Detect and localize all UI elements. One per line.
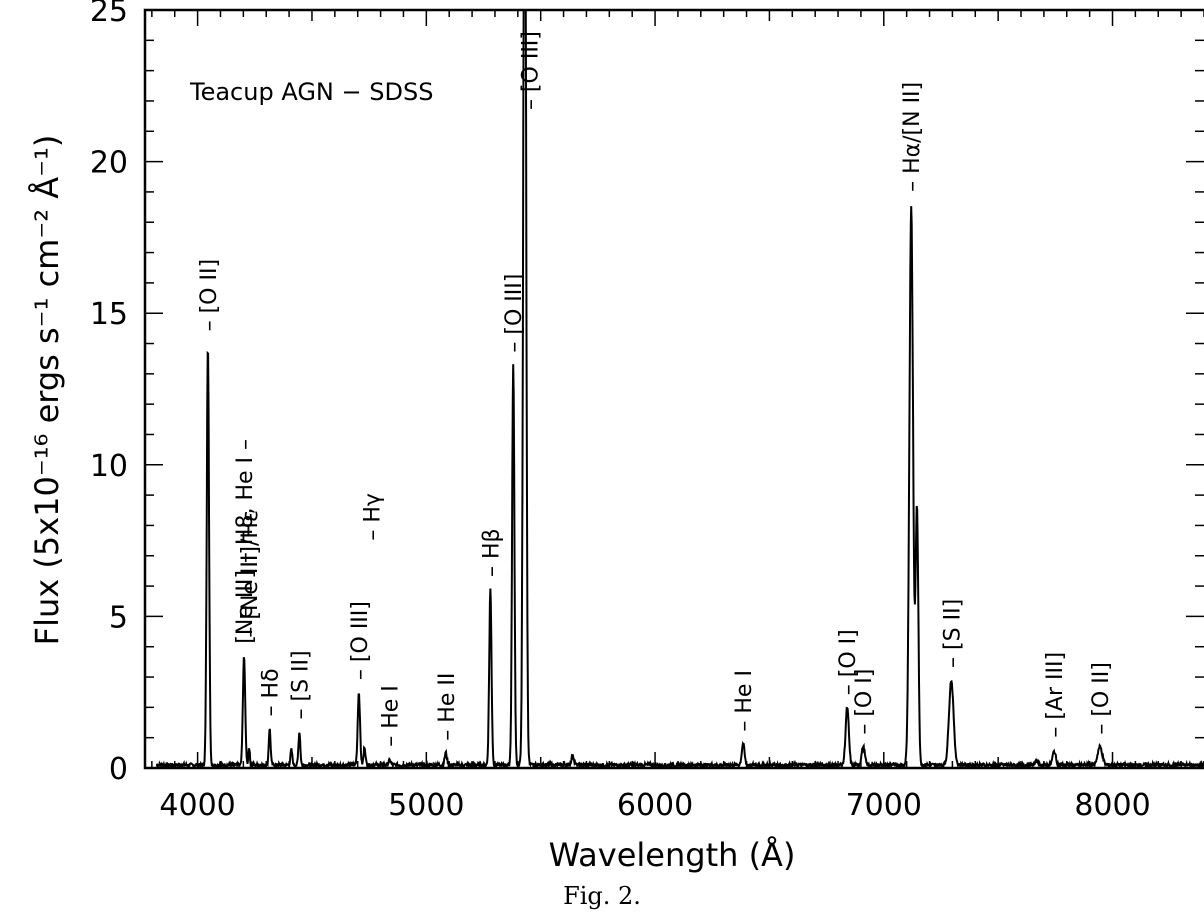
line-label: – Hβ xyxy=(479,528,504,577)
x-tick-label: 5000 xyxy=(388,788,464,823)
plot-frame xyxy=(143,8,1204,770)
line-label: – [Ne III]/Hε xyxy=(238,510,263,637)
annotations: – [O II] [Ne III] – H8, He I –– [Ne III]/… xyxy=(197,31,1114,747)
y-tick-label: 15 xyxy=(90,297,128,332)
line-label: [Ne III] – H8, He I – xyxy=(233,439,258,644)
x-axis-label: Wavelength (Å) xyxy=(549,836,796,874)
x-tick-label: 4000 xyxy=(159,788,235,823)
axes: 4000 5000 6000 7000 8000 0 5 10 15 20 25 xyxy=(90,0,1204,823)
y-tick-label: 5 xyxy=(109,600,128,635)
line-label: – [Ar III] xyxy=(1043,652,1068,738)
figure-caption: Fig. 2. xyxy=(563,882,641,910)
line-label: – He I xyxy=(379,685,404,747)
line-label: – He I xyxy=(732,670,757,732)
line-label: – [O II] xyxy=(1089,662,1114,734)
line-label: – Hδ xyxy=(259,668,284,716)
y-tick-label: 10 xyxy=(90,449,128,484)
line-label: – [S II] xyxy=(940,599,965,668)
line-label: – Hα/[N II] xyxy=(900,82,925,192)
y-axis-label: Flux (5x10⁻¹⁶ ergs s⁻¹ cm⁻² Å⁻¹) xyxy=(28,135,66,646)
line-label: – [O I] xyxy=(836,629,861,695)
line-label: – [S II] xyxy=(288,650,313,719)
x-tick-label: 6000 xyxy=(617,788,693,823)
line-label: – [O III] xyxy=(348,601,373,680)
line-label: – [O III] xyxy=(518,31,543,110)
y-tick-label: 25 xyxy=(90,0,128,29)
y-tick-label: 0 xyxy=(109,752,128,787)
line-label: – He II xyxy=(435,673,460,741)
chart-title: Teacup AGN − SDSS xyxy=(189,78,433,106)
line-label: – [O I] xyxy=(852,669,877,735)
line-label: – [O II] xyxy=(197,259,222,331)
series-layer xyxy=(155,10,1204,768)
line-label: – Hγ xyxy=(360,493,385,541)
y-tick-label: 20 xyxy=(90,146,128,181)
spectrum-line xyxy=(155,10,1204,768)
x-tick-label: 8000 xyxy=(1074,788,1150,823)
x-tick-label: 7000 xyxy=(846,788,922,823)
line-label: – [O III] xyxy=(502,274,527,353)
